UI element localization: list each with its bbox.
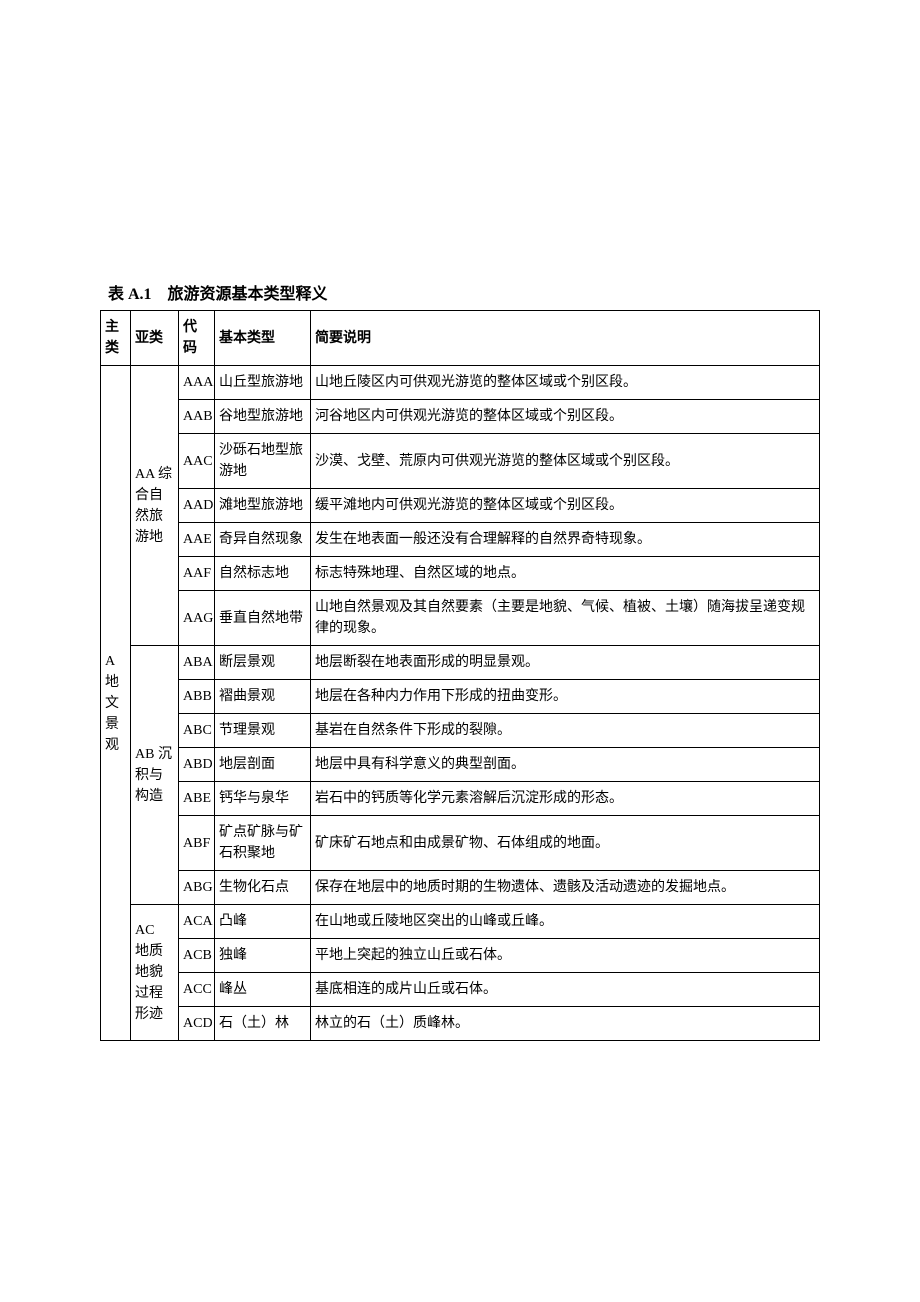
code-cell: AAB xyxy=(179,400,215,434)
desc-cell: 地层中具有科学意义的典型剖面。 xyxy=(311,748,820,782)
code-cell: ACA xyxy=(179,905,215,939)
code-cell: ABB xyxy=(179,680,215,714)
table-row: AAD 滩地型旅游地 缓平滩地内可供观光游览的整体区域或个别区段。 xyxy=(101,489,820,523)
type-cell: 沙砾石地型旅游地 xyxy=(215,434,311,489)
table-row: AAG 垂直自然地带 山地自然景观及其自然要素（主要是地貌、气候、植被、土壤）随… xyxy=(101,591,820,646)
table-row: A 地文景观 AA 综合自然旅游地 AAA 山丘型旅游地 山地丘陵区内可供观光游… xyxy=(101,366,820,400)
desc-cell: 发生在地表面一般还没有合理解释的自然界奇特现象。 xyxy=(311,523,820,557)
table-row: ABF 矿点矿脉与矿石积聚地 矿床矿石地点和由成景矿物、石体组成的地面。 xyxy=(101,816,820,871)
code-cell: ACC xyxy=(179,973,215,1007)
table-row: ACD 石（土）林 林立的石（土）质峰林。 xyxy=(101,1007,820,1041)
type-cell: 褶曲景观 xyxy=(215,680,311,714)
type-cell: 垂直自然地带 xyxy=(215,591,311,646)
table-row: ABD 地层剖面 地层中具有科学意义的典型剖面。 xyxy=(101,748,820,782)
code-cell: ACD xyxy=(179,1007,215,1041)
type-cell: 钙华与泉华 xyxy=(215,782,311,816)
code-cell: ABA xyxy=(179,646,215,680)
table-row: ABG 生物化石点 保存在地层中的地质时期的生物遗体、遗骸及活动遗迹的发掘地点。 xyxy=(101,871,820,905)
type-cell: 自然标志地 xyxy=(215,557,311,591)
table-row: ACC 峰丛 基底相连的成片山丘或石体。 xyxy=(101,973,820,1007)
sub-class-cell-aa: AA 综合自然旅游地 xyxy=(131,366,179,646)
desc-cell: 矿床矿石地点和由成景矿物、石体组成的地面。 xyxy=(311,816,820,871)
code-cell: ACB xyxy=(179,939,215,973)
table-row: AAC 沙砾石地型旅游地 沙漠、戈壁、荒原内可供观光游览的整体区域或个别区段。 xyxy=(101,434,820,489)
type-cell: 矿点矿脉与矿石积聚地 xyxy=(215,816,311,871)
type-cell: 奇异自然现象 xyxy=(215,523,311,557)
table-row: AAB 谷地型旅游地 河谷地区内可供观光游览的整体区域或个别区段。 xyxy=(101,400,820,434)
type-cell: 断层景观 xyxy=(215,646,311,680)
code-cell: AAG xyxy=(179,591,215,646)
table-row: AC 地质地貌过程形迹 ACA 凸峰 在山地或丘陵地区突出的山峰或丘峰。 xyxy=(101,905,820,939)
table-row: ACB 独峰 平地上突起的独立山丘或石体。 xyxy=(101,939,820,973)
type-cell: 生物化石点 xyxy=(215,871,311,905)
header-sub-class: 亚类 xyxy=(131,311,179,366)
type-cell: 地层剖面 xyxy=(215,748,311,782)
desc-cell: 保存在地层中的地质时期的生物遗体、遗骸及活动遗迹的发掘地点。 xyxy=(311,871,820,905)
code-cell: ABG xyxy=(179,871,215,905)
code-cell: AAD xyxy=(179,489,215,523)
desc-cell: 基岩在自然条件下形成的裂隙。 xyxy=(311,714,820,748)
header-main-class: 主类 xyxy=(101,311,131,366)
sub-class-cell-ac: AC 地质地貌过程形迹 xyxy=(131,905,179,1041)
desc-cell: 沙漠、戈壁、荒原内可供观光游览的整体区域或个别区段。 xyxy=(311,434,820,489)
desc-cell: 地层断裂在地表面形成的明显景观。 xyxy=(311,646,820,680)
code-cell: AAE xyxy=(179,523,215,557)
desc-cell: 标志特殊地理、自然区域的地点。 xyxy=(311,557,820,591)
type-cell: 谷地型旅游地 xyxy=(215,400,311,434)
main-class-cell: A 地文景观 xyxy=(101,366,131,1041)
type-cell: 山丘型旅游地 xyxy=(215,366,311,400)
code-cell: ABF xyxy=(179,816,215,871)
table-row: ABE 钙华与泉华 岩石中的钙质等化学元素溶解后沉淀形成的形态。 xyxy=(101,782,820,816)
classification-table: 主类 亚类 代码 基本类型 简要说明 A 地文景观 AA 综合自然旅游地 AAA… xyxy=(100,310,820,1041)
type-cell: 石（土）林 xyxy=(215,1007,311,1041)
table-row: AB 沉积与构造 ABA 断层景观 地层断裂在地表面形成的明显景观。 xyxy=(101,646,820,680)
table-row: AAF 自然标志地 标志特殊地理、自然区域的地点。 xyxy=(101,557,820,591)
desc-cell: 河谷地区内可供观光游览的整体区域或个别区段。 xyxy=(311,400,820,434)
desc-cell: 地层在各种内力作用下形成的扭曲变形。 xyxy=(311,680,820,714)
type-cell: 独峰 xyxy=(215,939,311,973)
type-cell: 滩地型旅游地 xyxy=(215,489,311,523)
code-cell: AAC xyxy=(179,434,215,489)
code-cell: ABC xyxy=(179,714,215,748)
header-basic-type: 基本类型 xyxy=(215,311,311,366)
table-row: ABC 节理景观 基岩在自然条件下形成的裂隙。 xyxy=(101,714,820,748)
type-cell: 峰丛 xyxy=(215,973,311,1007)
type-cell: 节理景观 xyxy=(215,714,311,748)
table-row: ABB 褶曲景观 地层在各种内力作用下形成的扭曲变形。 xyxy=(101,680,820,714)
code-cell: AAA xyxy=(179,366,215,400)
header-description: 简要说明 xyxy=(311,311,820,366)
type-cell: 凸峰 xyxy=(215,905,311,939)
desc-cell: 林立的石（土）质峰林。 xyxy=(311,1007,820,1041)
desc-cell: 山地丘陵区内可供观光游览的整体区域或个别区段。 xyxy=(311,366,820,400)
desc-cell: 平地上突起的独立山丘或石体。 xyxy=(311,939,820,973)
code-cell: ABD xyxy=(179,748,215,782)
sub-class-cell-ab: AB 沉积与构造 xyxy=(131,646,179,905)
desc-cell: 山地自然景观及其自然要素（主要是地貌、气候、植被、土壤）随海拔呈递变规律的现象。 xyxy=(311,591,820,646)
desc-cell: 缓平滩地内可供观光游览的整体区域或个别区段。 xyxy=(311,489,820,523)
desc-cell: 基底相连的成片山丘或石体。 xyxy=(311,973,820,1007)
table-row: AAE 奇异自然现象 发生在地表面一般还没有合理解释的自然界奇特现象。 xyxy=(101,523,820,557)
desc-cell: 岩石中的钙质等化学元素溶解后沉淀形成的形态。 xyxy=(311,782,820,816)
table-header-row: 主类 亚类 代码 基本类型 简要说明 xyxy=(101,311,820,366)
desc-cell: 在山地或丘陵地区突出的山峰或丘峰。 xyxy=(311,905,820,939)
header-code: 代码 xyxy=(179,311,215,366)
table-title: 表 A.1 旅游资源基本类型释义 xyxy=(100,280,820,304)
code-cell: ABE xyxy=(179,782,215,816)
code-cell: AAF xyxy=(179,557,215,591)
